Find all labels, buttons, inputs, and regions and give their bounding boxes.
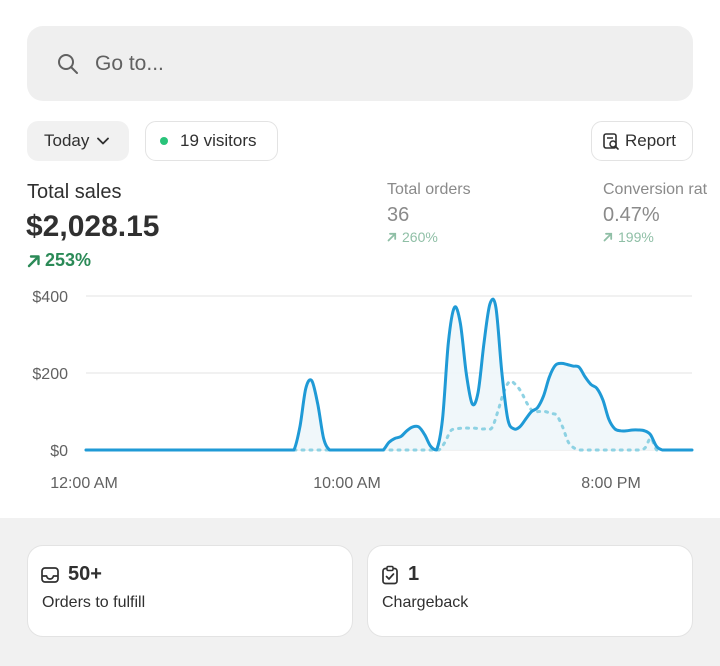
chargeback-card[interactable]: 1 Chargeback <box>367 545 693 637</box>
sales-line-chart: $400 $200 $0 12:00 AM 10:00 AM 8:00 PM <box>32 289 694 492</box>
x-tick-label: 8:00 PM <box>581 475 641 492</box>
total-orders-change: 260% <box>387 229 438 245</box>
orders-to-fulfill-card[interactable]: 50+ Orders to fulfill <box>27 545 353 637</box>
conversion-rate-change: 199% <box>603 229 654 245</box>
conversion-rate-label: Conversion rat <box>603 181 708 198</box>
date-range-button[interactable]: Today <box>27 121 129 161</box>
clipboard-check-icon <box>382 565 398 584</box>
total-orders-label: Total orders <box>387 181 471 198</box>
y-tick-label: $400 <box>32 289 68 306</box>
orders-to-fulfill-label: Orders to fulfill <box>42 594 146 611</box>
search-bar[interactable] <box>27 26 693 101</box>
visitors-label: 19 visitors <box>180 131 257 150</box>
inbox-icon <box>41 566 59 583</box>
total-sales-change: 253% <box>27 250 91 271</box>
search-icon <box>58 53 78 74</box>
total-orders-change-value: 260% <box>402 229 438 245</box>
y-tick-label: $0 <box>50 443 68 460</box>
total-orders-value: 36 <box>387 204 410 226</box>
x-tick-label: 12:00 AM <box>50 475 118 492</box>
total-sales-label: Total sales <box>27 181 122 203</box>
orders-to-fulfill-value: 50+ <box>68 563 102 585</box>
y-tick-label: $200 <box>32 366 68 383</box>
report-button[interactable]: Report <box>591 121 693 161</box>
conversion-rate-change-value: 199% <box>618 229 654 245</box>
live-visitors-button[interactable]: 19 visitors <box>145 121 278 161</box>
report-icon <box>603 133 619 150</box>
x-tick-label: 10:00 AM <box>313 475 381 492</box>
chart-series-line <box>84 379 694 452</box>
chargeback-label: Chargeback <box>382 594 469 611</box>
chevron-down-icon <box>97 137 110 145</box>
live-status-dot <box>160 137 168 145</box>
chart-area-fill <box>86 299 692 450</box>
report-label: Report <box>625 131 677 150</box>
arrow-up-right-icon <box>603 232 613 242</box>
search-input[interactable] <box>93 50 617 77</box>
conversion-rate-value: 0.47% <box>603 204 660 226</box>
total-sales-change-value: 253% <box>45 250 92 270</box>
date-range-label: Today <box>44 131 90 150</box>
total-sales-value: $2,028.15 <box>26 210 160 243</box>
arrow-up-right-icon <box>27 254 40 267</box>
chart-series-line <box>84 297 694 452</box>
arrow-up-right-icon <box>387 232 397 242</box>
chargeback-value: 1 <box>408 563 420 585</box>
